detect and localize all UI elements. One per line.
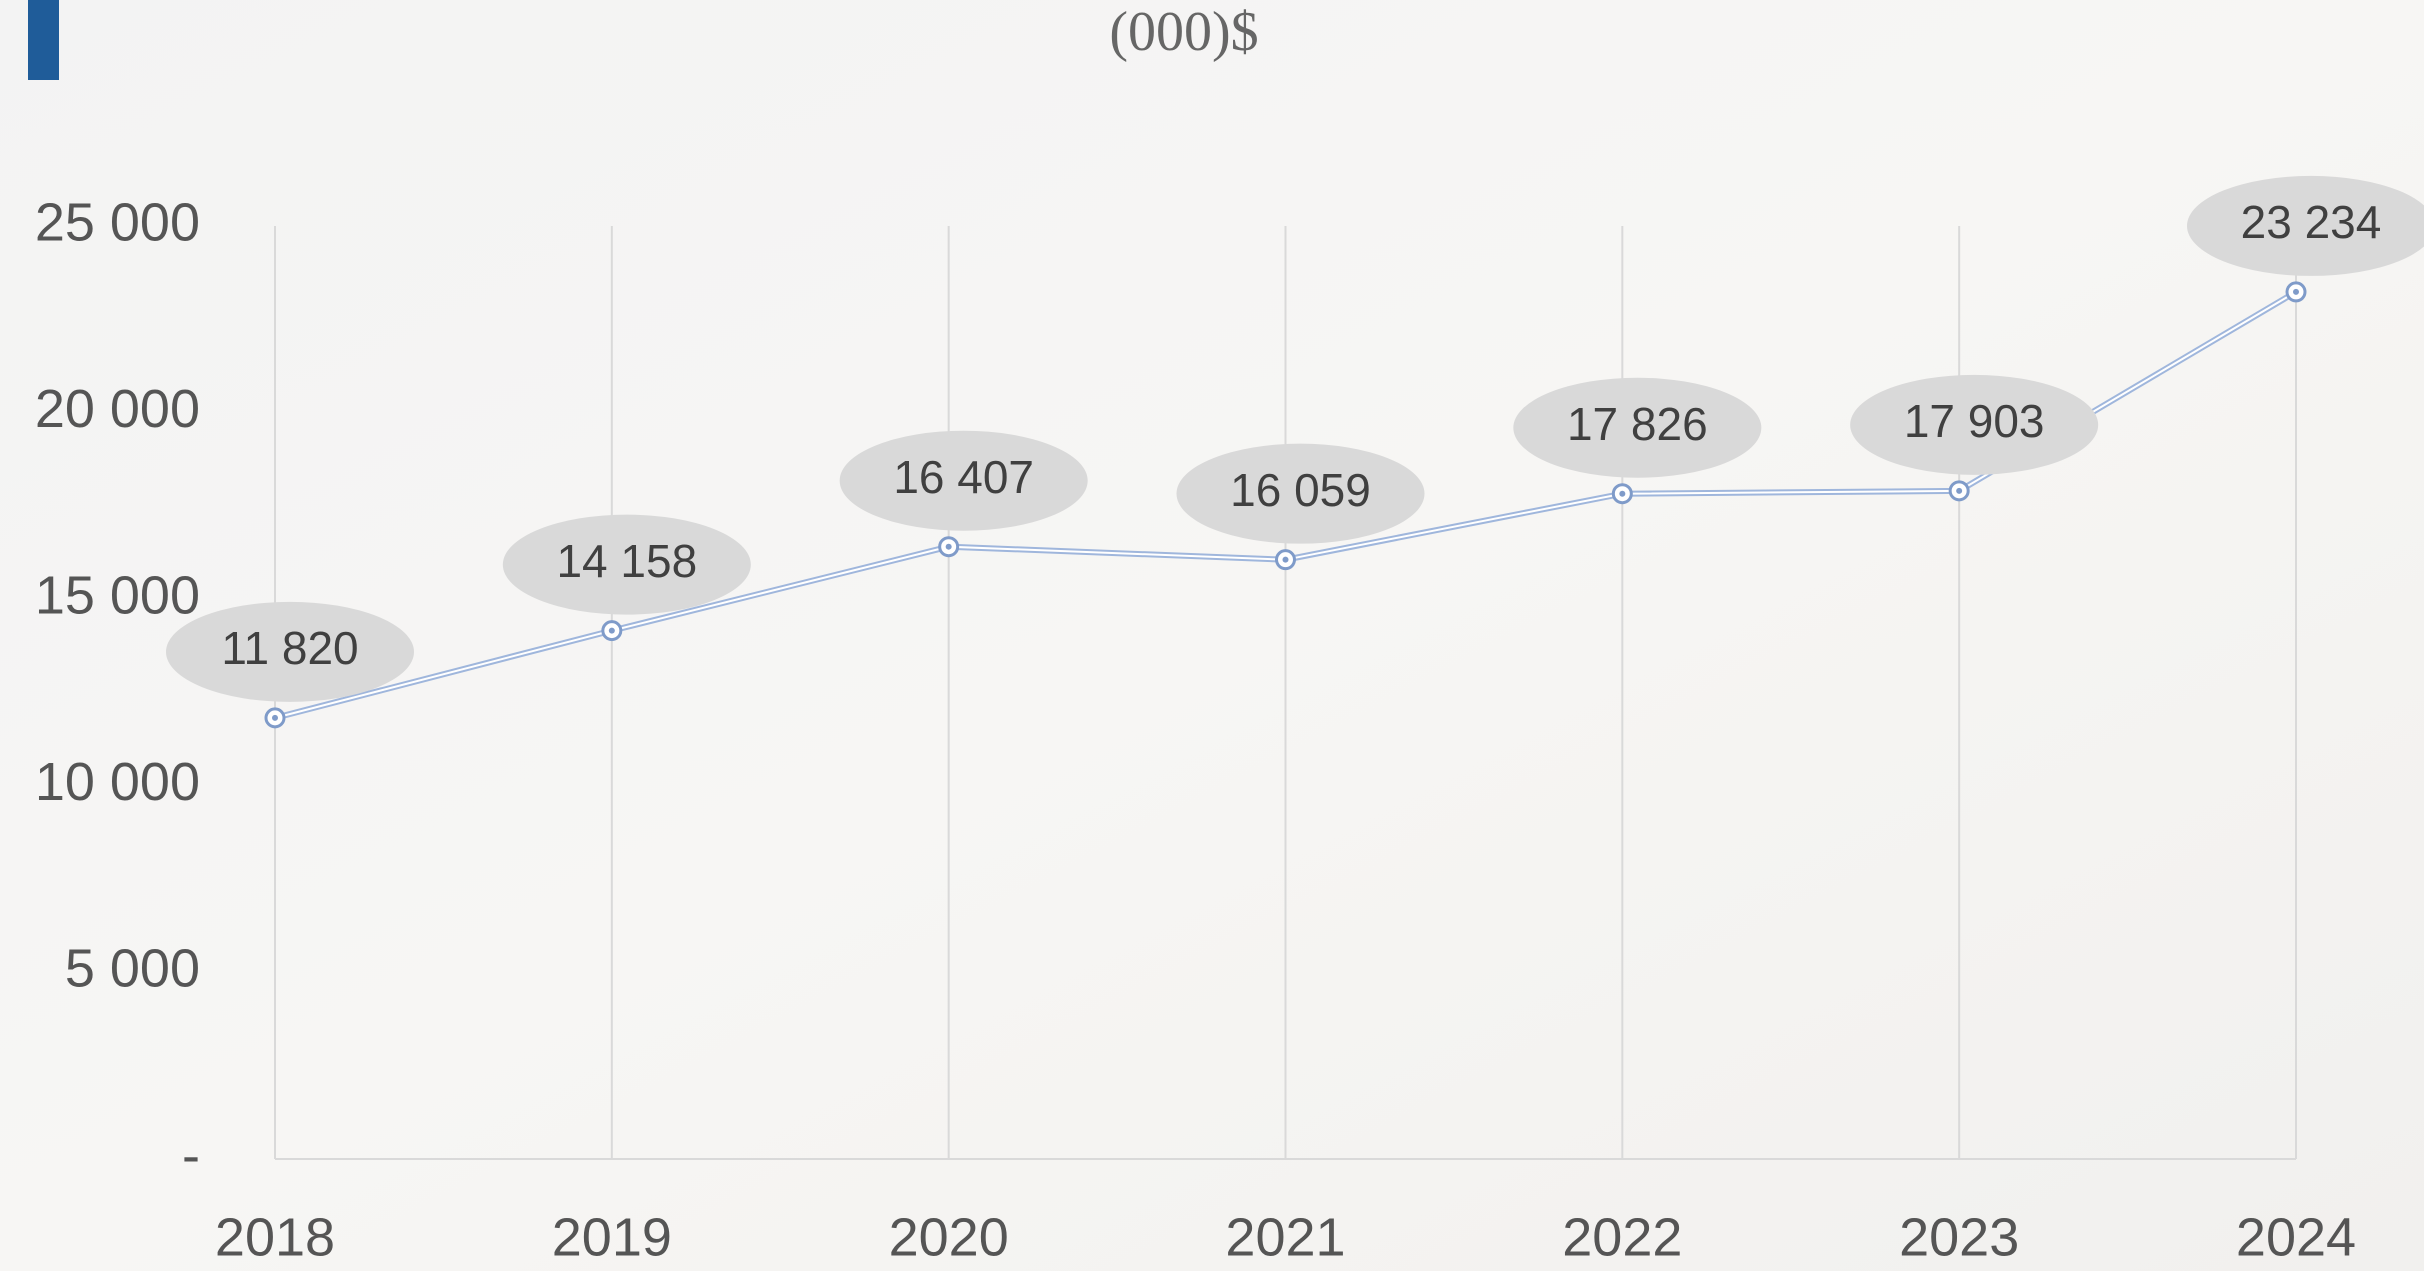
data-label: 17 826 bbox=[1567, 398, 1708, 450]
data-label: 17 903 bbox=[1904, 395, 2045, 447]
data-label: 23 234 bbox=[2241, 196, 2382, 248]
y-tick-label: 25 000 bbox=[35, 192, 200, 252]
marker-dot bbox=[2293, 289, 2299, 295]
marker-dot bbox=[946, 544, 952, 550]
x-tick-label: 2024 bbox=[2236, 1207, 2356, 1267]
data-label: 11 820 bbox=[221, 622, 358, 674]
marker-dot bbox=[1283, 557, 1289, 563]
data-label: 16 407 bbox=[893, 451, 1034, 503]
y-tick-label: 20 000 bbox=[35, 379, 200, 439]
data-label: 16 059 bbox=[1230, 464, 1371, 516]
x-tick-label: 2023 bbox=[1899, 1207, 2019, 1267]
x-tick-label: 2022 bbox=[1562, 1207, 1682, 1267]
marker-dot bbox=[609, 628, 615, 634]
x-tick-label: 2021 bbox=[1225, 1207, 1345, 1267]
page: (000)$ 2018 2019 2020 2021 2022 2023 2024 - 5 00… bbox=[0, 0, 2424, 1271]
chart: (000)$ 2018 2019 2020 2021 2022 2023 2024 - 5 00… bbox=[0, 0, 2424, 1271]
x-tick-label: 2018 bbox=[215, 1207, 335, 1267]
x-tick-label: 2019 bbox=[552, 1207, 672, 1267]
x-tick-label: 2020 bbox=[889, 1207, 1009, 1267]
y-tick-label: 15 000 bbox=[35, 565, 200, 625]
chart-title: (000)$ bbox=[1109, 1, 1258, 63]
marker-dot bbox=[1956, 488, 1962, 494]
marker-dot bbox=[272, 715, 278, 721]
marker-dot bbox=[1619, 491, 1625, 497]
accent-bar bbox=[28, 0, 59, 80]
y-tick-label: 10 000 bbox=[35, 752, 200, 812]
y-tick-label: - bbox=[182, 1125, 200, 1185]
y-tick-label: 5 000 bbox=[65, 939, 200, 999]
data-label: 14 158 bbox=[556, 535, 697, 587]
